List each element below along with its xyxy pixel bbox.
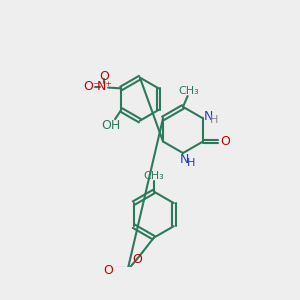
Text: H: H	[187, 158, 195, 168]
Text: O: O	[103, 264, 113, 277]
Text: O⁻: O⁻	[84, 80, 100, 93]
Text: N⁺: N⁺	[96, 80, 112, 93]
Text: CH₃: CH₃	[179, 86, 200, 96]
Text: OH: OH	[101, 119, 120, 132]
Text: H: H	[210, 115, 218, 125]
Text: N: N	[204, 110, 213, 123]
Text: O: O	[132, 253, 142, 266]
Text: CH₃: CH₃	[143, 171, 164, 181]
Text: N: N	[180, 153, 189, 166]
Text: O: O	[99, 70, 109, 83]
Text: O: O	[220, 135, 230, 148]
